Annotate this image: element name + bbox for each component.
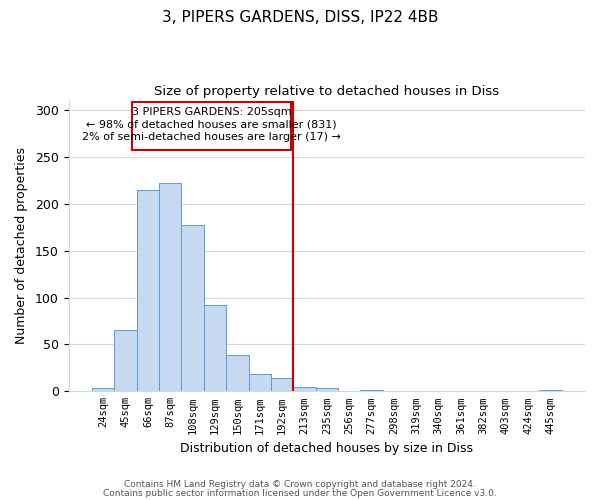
Bar [92, 388, 115, 392]
Bar [226, 354, 248, 392]
Bar [539, 390, 562, 392]
Bar [316, 388, 338, 392]
Bar [159, 183, 181, 392]
Y-axis label: Number of detached properties: Number of detached properties [15, 148, 28, 344]
X-axis label: Distribution of detached houses by size in Diss: Distribution of detached houses by size … [180, 442, 473, 455]
Bar [115, 330, 137, 392]
Bar [137, 190, 159, 392]
Bar [248, 374, 271, 392]
Title: Size of property relative to detached houses in Diss: Size of property relative to detached ho… [154, 85, 499, 98]
Text: ← 98% of detached houses are smaller (831): ← 98% of detached houses are smaller (83… [86, 120, 337, 130]
Text: Contains public sector information licensed under the Open Government Licence v3: Contains public sector information licen… [103, 490, 497, 498]
Bar [204, 305, 226, 392]
Text: 2% of semi-detached houses are larger (17) →: 2% of semi-detached houses are larger (1… [82, 132, 341, 141]
Bar [181, 226, 204, 392]
Bar [271, 378, 293, 392]
Text: 3, PIPERS GARDENS, DISS, IP22 4BB: 3, PIPERS GARDENS, DISS, IP22 4BB [162, 10, 438, 25]
FancyBboxPatch shape [132, 102, 291, 150]
Bar [361, 390, 383, 392]
Text: Contains HM Land Registry data © Crown copyright and database right 2024.: Contains HM Land Registry data © Crown c… [124, 480, 476, 489]
Text: 3 PIPERS GARDENS: 205sqm: 3 PIPERS GARDENS: 205sqm [132, 107, 292, 117]
Bar [293, 386, 316, 392]
